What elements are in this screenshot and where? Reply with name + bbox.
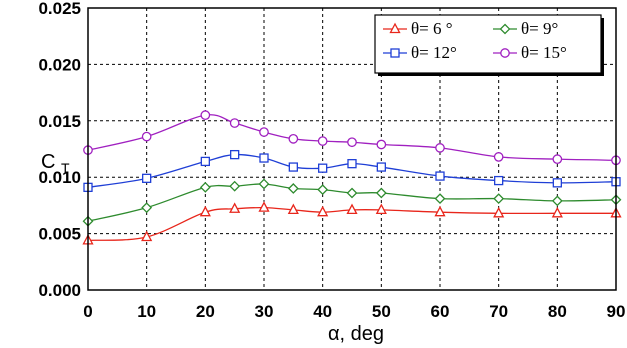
data-point (317, 136, 328, 146)
data-point (287, 203, 299, 215)
legend: θ= 6 ° θ= 9° θ= 12° θ= 15° (374, 14, 604, 76)
data-point (287, 183, 299, 194)
y-axis-title-main: C (41, 151, 55, 173)
data-point (434, 193, 446, 205)
data-point (318, 163, 328, 173)
legend-entry: θ= 12° (383, 43, 457, 62)
legend-label: θ= 15° (521, 43, 567, 62)
data-point (376, 162, 386, 172)
y-axis-title: C T (41, 151, 70, 176)
data-point (258, 178, 270, 190)
x-tick-label: 80 (548, 302, 567, 321)
series-layer (82, 110, 622, 245)
x-tick-label: 50 (372, 302, 391, 321)
x-tick-label: 30 (255, 302, 274, 321)
data-point (347, 159, 357, 169)
x-tick-label: 40 (313, 302, 332, 321)
data-point (435, 143, 445, 153)
data-point (494, 175, 504, 186)
legend-marker (389, 22, 401, 34)
data-point (552, 178, 562, 188)
y-tick-label: 0.015 (38, 112, 81, 131)
y-axis-title-sub: T (61, 160, 70, 176)
legend-label: θ= 6 ° (411, 19, 453, 38)
y-tick-labels: 0.000 0.005 0.010 0.015 0.020 0.025 (38, 0, 81, 300)
data-point (142, 173, 152, 183)
data-point (200, 156, 210, 167)
data-point (317, 205, 329, 217)
data-point (259, 127, 269, 137)
x-tick-label: 60 (431, 302, 450, 321)
legend-marker (390, 48, 400, 58)
legend-entry: θ= 15° (493, 43, 567, 62)
legend-entry: θ= 6 ° (383, 19, 453, 38)
data-point (493, 152, 504, 162)
legend-box (374, 14, 602, 74)
y-tick-label: 0.020 (38, 55, 81, 74)
data-point (346, 203, 358, 215)
series (82, 201, 622, 245)
series (82, 178, 622, 227)
data-point (229, 118, 240, 128)
data-point (551, 206, 563, 218)
data-point (347, 137, 357, 148)
x-tick-labels: 0 10 20 30 40 50 60 70 80 90 (83, 302, 625, 321)
data-point (199, 181, 211, 193)
data-point (258, 201, 270, 212)
x-tick-label: 90 (607, 302, 626, 321)
data-point (141, 131, 152, 142)
legend-label: θ= 12° (411, 43, 457, 62)
plot-frame (87, 7, 617, 291)
legend-entry: θ= 9° (493, 19, 558, 38)
data-point (229, 180, 241, 192)
data-point (375, 203, 387, 215)
data-point (230, 149, 240, 160)
x-axis-title: α, deg (328, 323, 384, 345)
data-point (141, 230, 153, 242)
data-point (141, 202, 153, 214)
data-point (551, 195, 563, 207)
y-tick-label: 0.000 (38, 281, 81, 300)
legend-marker (500, 48, 510, 58)
data-point (288, 162, 298, 172)
data-point (375, 187, 387, 199)
series (83, 110, 621, 166)
y-tick-label: 0.025 (38, 0, 81, 18)
data-point (200, 110, 211, 121)
data-point (288, 133, 299, 144)
y-tick-label: 0.010 (38, 168, 81, 187)
data-point (346, 187, 358, 199)
data-point (493, 206, 505, 218)
data-point (317, 184, 329, 196)
x-tick-label: 0 (83, 302, 92, 321)
data-point (552, 154, 563, 165)
x-tick-label: 70 (489, 302, 508, 321)
series (83, 149, 621, 193)
data-point (376, 139, 387, 150)
legend-marker (499, 23, 511, 35)
data-point (229, 202, 241, 213)
x-tick-label: 20 (196, 302, 215, 321)
data-point (435, 171, 445, 181)
data-point (493, 193, 505, 205)
legend-label: θ= 9° (521, 19, 558, 38)
y-tick-label: 0.005 (38, 225, 81, 244)
x-tick-label: 10 (137, 302, 156, 321)
data-point (199, 205, 211, 217)
data-point (434, 205, 446, 217)
data-point (259, 153, 269, 163)
